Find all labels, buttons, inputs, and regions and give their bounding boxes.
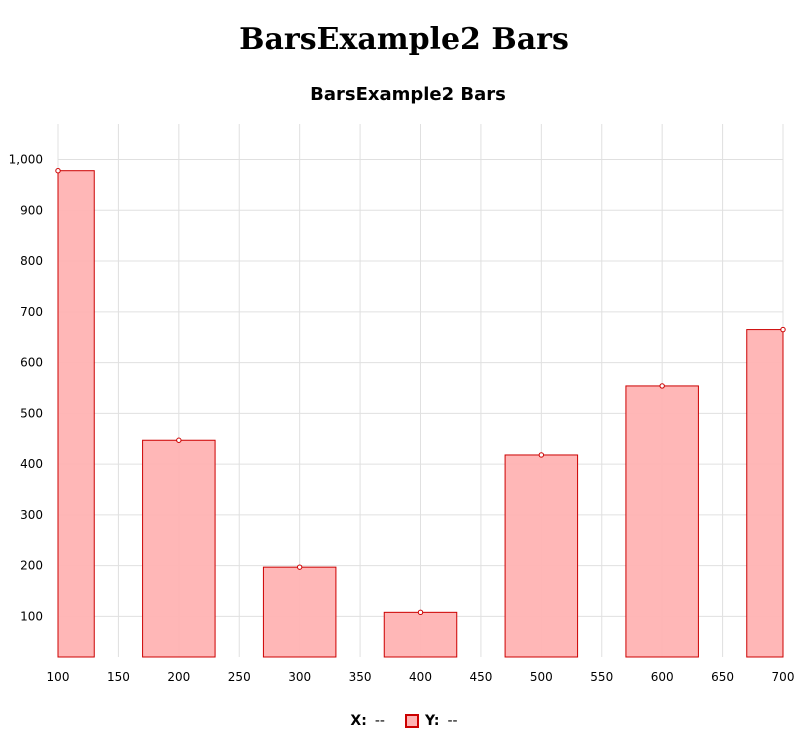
x-tick-label: 650 bbox=[711, 670, 734, 684]
x-tick-label: 400 bbox=[409, 670, 432, 684]
x-tick-label: 700 bbox=[772, 670, 795, 684]
legend-y-label: Y: bbox=[424, 713, 440, 729]
x-tick-label: 350 bbox=[349, 670, 372, 684]
y-tick-label: 400 bbox=[20, 457, 43, 471]
x-axis-ticks: 100 150 200 250 300 350 400 450 500 550 600 650 700 bbox=[47, 670, 795, 684]
bar[interactable] bbox=[383, 611, 458, 658]
y-tick-label: 700 bbox=[20, 305, 43, 319]
x-tick-label: 500 bbox=[530, 670, 553, 684]
y-tick-label: 500 bbox=[20, 406, 43, 420]
y-axis-ticks: 100 200 300 400 500 600 700 800 900 1,000 bbox=[9, 153, 43, 624]
legend-x-value: -- bbox=[374, 713, 385, 729]
bars-layer bbox=[57, 170, 784, 658]
legend-swatch-icon bbox=[404, 714, 419, 728]
bar-chart: BarsExample2 Bars 100 150 200 250 300 350 400 4… bbox=[9, 84, 795, 684]
legend-x: X: -- bbox=[350, 713, 385, 729]
y-tick-label: 600 bbox=[20, 356, 43, 370]
y-tick-label: 300 bbox=[20, 508, 43, 522]
y-tick-label: 800 bbox=[20, 254, 43, 268]
points-layer bbox=[55, 168, 786, 616]
x-tick-label: 600 bbox=[651, 670, 674, 684]
chart-title: BarsExample2 Bars bbox=[310, 84, 506, 105]
data-point[interactable] bbox=[296, 564, 303, 570]
data-point[interactable] bbox=[780, 326, 786, 333]
page-title: BarsExample2 Bars bbox=[239, 22, 569, 57]
data-point[interactable] bbox=[417, 609, 424, 616]
data-point[interactable] bbox=[538, 452, 545, 458]
y-tick-label: 100 bbox=[20, 609, 43, 623]
x-tick-label: 550 bbox=[590, 670, 613, 684]
bar[interactable] bbox=[57, 170, 95, 658]
y-tick-label: 200 bbox=[20, 559, 43, 573]
x-tick-label: 250 bbox=[228, 670, 251, 684]
y-tick-label: 1,000 bbox=[9, 153, 43, 167]
data-point[interactable] bbox=[659, 383, 665, 389]
data-point[interactable] bbox=[55, 168, 61, 174]
data-point[interactable] bbox=[176, 437, 182, 443]
y-tick-label: 900 bbox=[20, 203, 43, 217]
x-tick-label: 200 bbox=[167, 670, 190, 684]
x-tick-label: 150 bbox=[107, 670, 130, 684]
x-tick-label: 100 bbox=[47, 670, 70, 684]
x-tick-label: 300 bbox=[288, 670, 311, 684]
bar[interactable] bbox=[504, 454, 579, 658]
legend-x-label: X: bbox=[350, 713, 367, 729]
bar[interactable] bbox=[262, 566, 337, 658]
legend-y[interactable]: Y: -- bbox=[404, 713, 458, 729]
x-tick-label: 450 bbox=[469, 670, 492, 684]
legend: X: -- Y: -- bbox=[0, 711, 808, 731]
bar[interactable] bbox=[142, 439, 216, 658]
bar[interactable] bbox=[625, 385, 699, 658]
bar[interactable] bbox=[746, 329, 784, 658]
legend-y-value: -- bbox=[447, 713, 458, 729]
